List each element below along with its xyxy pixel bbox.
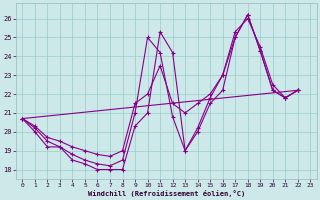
X-axis label: Windchill (Refroidissement éolien,°C): Windchill (Refroidissement éolien,°C) (88, 190, 245, 197)
